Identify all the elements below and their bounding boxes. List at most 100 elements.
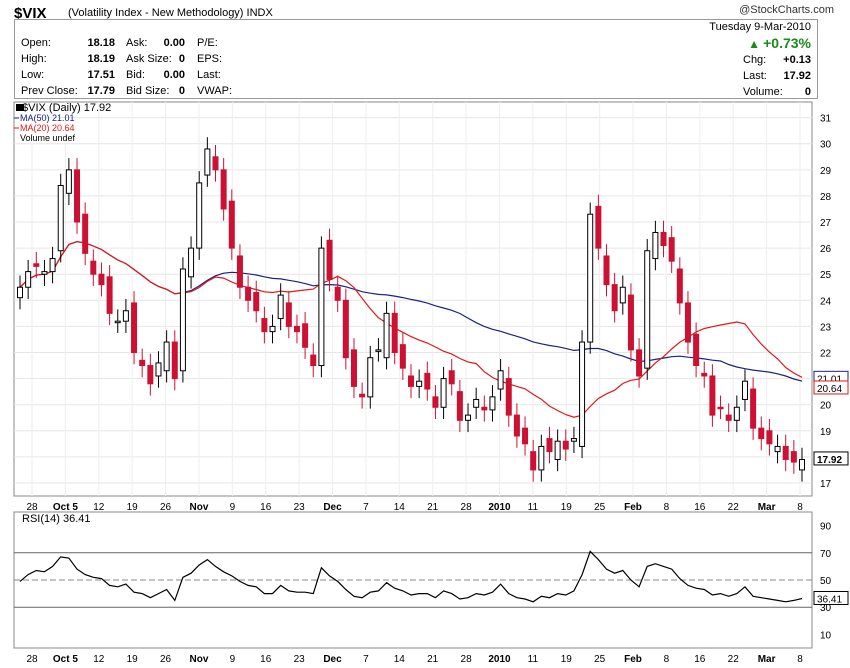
candle	[220, 169, 227, 210]
x-tick-label: 19	[561, 502, 573, 513]
candle	[228, 200, 235, 249]
candle	[334, 286, 341, 301]
x-tick-label: 2010	[488, 502, 511, 513]
bid-label: Bid:	[126, 69, 145, 81]
ask-size-label: Ask Size:	[126, 53, 172, 65]
candle	[326, 239, 333, 280]
rsi-x-tick-label: 2010	[488, 654, 511, 665]
x-tick-label: 16	[694, 502, 706, 513]
candle	[660, 231, 667, 247]
x-tick-label: 8	[664, 502, 670, 513]
candle	[122, 310, 129, 322]
candle	[456, 391, 463, 421]
x-tick-label: 19	[127, 502, 139, 513]
candle	[245, 286, 252, 301]
volume-legend: Volume undef	[20, 133, 76, 143]
ma20-line	[19, 240, 803, 418]
x-tick-label: Mar	[758, 502, 776, 513]
candle	[725, 414, 732, 421]
last-label: Last:	[743, 70, 767, 82]
candle	[367, 357, 374, 398]
ask-label: Ask:	[126, 37, 148, 49]
candle	[253, 291, 260, 312]
y-tick-label: 27	[820, 218, 832, 229]
last-label-mid: Last:	[197, 69, 221, 81]
candle	[424, 372, 431, 390]
x-tick-label: Oct 5	[53, 502, 78, 513]
candle	[554, 440, 561, 460]
rsi-x-tick-label: 14	[394, 654, 406, 665]
y-tick-label: 22	[820, 348, 832, 359]
bid-value: 0.00	[163, 69, 185, 81]
candle	[717, 406, 724, 410]
candle	[65, 169, 72, 194]
last-value: 17.92	[783, 70, 811, 82]
brand-logo[interactable]: @StockCharts.com	[739, 4, 834, 16]
rsi-x-tick-label: Mar	[758, 654, 776, 665]
y-tick-label: 19	[820, 427, 832, 438]
rsi-x-tick-label: Oct 5	[53, 654, 78, 665]
rsi-y-tick-label: 10	[820, 630, 832, 641]
candle	[49, 258, 56, 273]
change-pct-value: +0.73%	[763, 35, 811, 51]
candle	[652, 231, 659, 260]
y-tick-label: 23	[820, 322, 832, 333]
rsi-x-tick-label: 26	[160, 654, 172, 665]
ma20-legend: MA(20) 20.64	[20, 123, 75, 133]
candle	[587, 213, 594, 343]
close-tag: 17.92	[817, 455, 842, 466]
candle	[513, 414, 520, 437]
prev-close-label: Prev Close:	[21, 85, 78, 97]
volume-label: Volume:	[743, 86, 783, 98]
candle	[684, 302, 691, 343]
candle	[375, 349, 382, 352]
change-pct: ▲ +0.73%	[748, 35, 811, 51]
candle	[82, 213, 89, 254]
chart-symbol: $VIX	[14, 5, 47, 22]
candle	[399, 344, 406, 369]
candle	[733, 406, 740, 421]
rsi-x-tick-label: 12	[93, 654, 105, 665]
rsi-x-tick-label: 9	[230, 654, 236, 665]
candle	[277, 294, 284, 320]
x-tick-label: 23	[294, 502, 306, 513]
rsi-y-tick-label: 30	[820, 603, 832, 614]
high-label: High:	[21, 53, 47, 65]
candle	[41, 271, 48, 275]
candle	[416, 380, 423, 387]
security-name: (Volatility Index - New Methodology)	[68, 7, 244, 19]
chart-name: (Volatility Index - New Methodology) IND…	[68, 7, 273, 19]
close-tag-box	[813, 451, 849, 466]
bid-size-value: 0	[178, 85, 185, 97]
candle	[693, 333, 700, 367]
candle	[302, 323, 309, 348]
candle-legend-icon	[16, 104, 24, 111]
y-tick-label: 28	[820, 192, 832, 203]
rsi-x-tick-label: Nov	[190, 654, 209, 665]
candle	[212, 156, 219, 171]
candle	[799, 458, 805, 471]
rsi-x-tick-label: 8	[797, 654, 803, 665]
x-tick-label: 16	[260, 502, 272, 513]
candle	[562, 440, 569, 450]
open-value: 18.18	[87, 37, 115, 49]
candle	[269, 325, 276, 333]
ma20-tag: 20.64	[817, 384, 842, 395]
candle	[236, 255, 243, 288]
vwap-label: VWAP:	[197, 85, 233, 97]
candle	[171, 341, 178, 380]
x-tick-label: 9	[230, 502, 236, 513]
candle	[204, 148, 211, 176]
y-tick-label: 25	[820, 270, 832, 281]
ask-size-value: 0	[178, 53, 185, 65]
open-label: Open:	[21, 37, 51, 49]
y-tick-label: 29	[820, 166, 832, 177]
candle	[505, 378, 512, 416]
rsi-x-tick-label: 8	[664, 654, 670, 665]
rsi-x-tick-label: 25	[594, 654, 606, 665]
x-tick-label: 21	[427, 502, 439, 513]
candle	[155, 362, 162, 377]
low-label: Low:	[21, 69, 45, 81]
candle	[188, 247, 195, 278]
